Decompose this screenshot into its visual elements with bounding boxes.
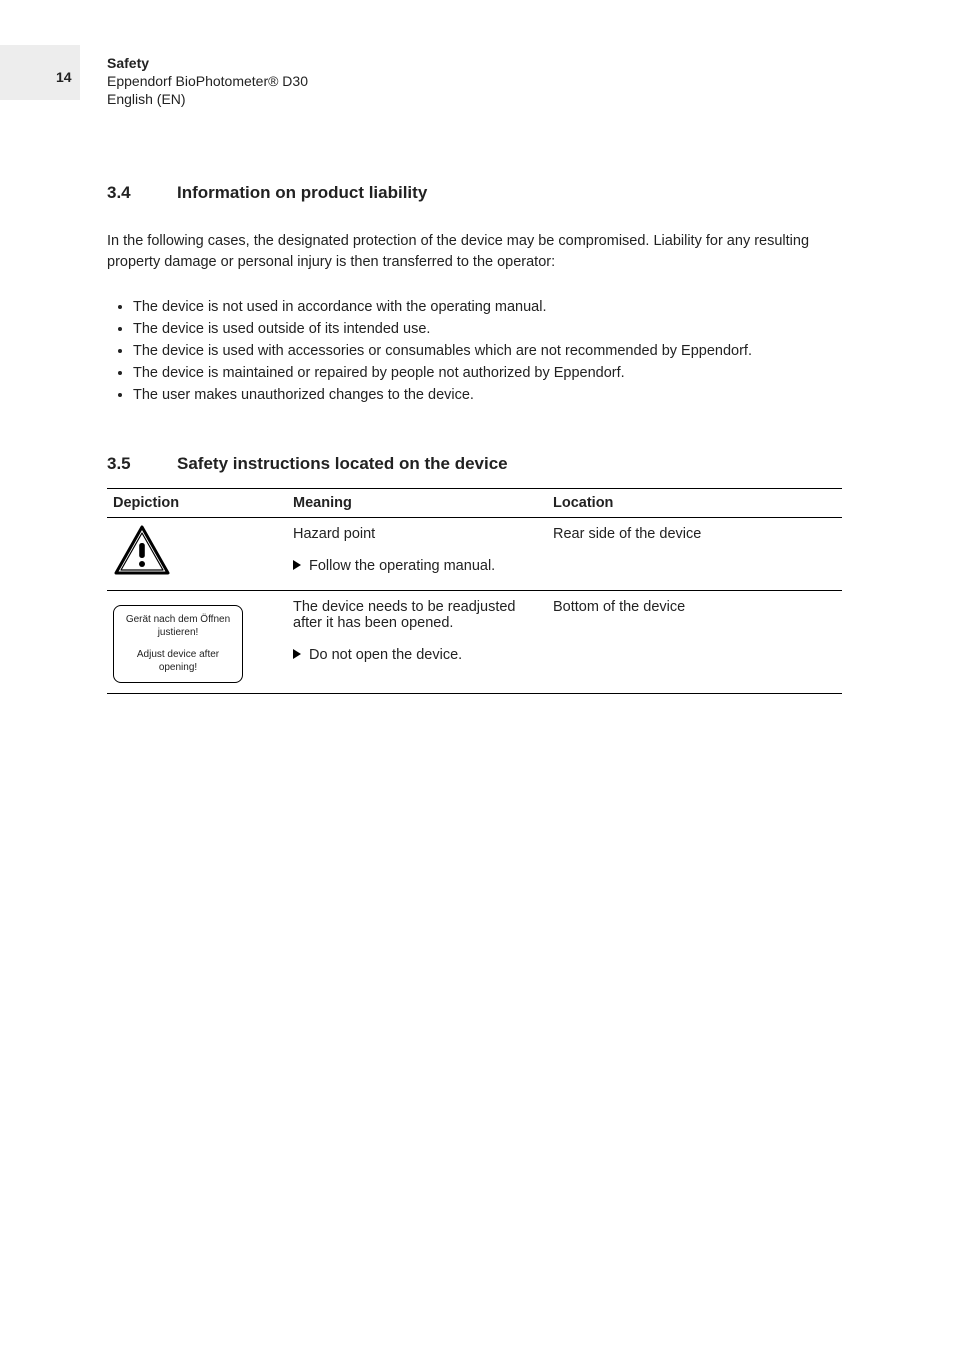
label-text-de: Gerät nach dem Öffnen justieren! (118, 614, 238, 639)
section-number: 3.5 (107, 454, 177, 474)
page-content: 3.4Information on product liability In t… (107, 183, 842, 694)
triangle-bullet-icon (293, 649, 301, 659)
list-item: The device is used outside of its intend… (133, 319, 842, 340)
label-text-en: Adjust device after opening! (118, 649, 238, 674)
instruction-text: Do not open the device. (309, 647, 462, 663)
liability-intro: In the following cases, the designated p… (107, 231, 842, 273)
instruction-line: Do not open the device. (293, 647, 537, 663)
cell-location: Rear side of the device (547, 518, 842, 591)
section-number: 3.4 (107, 183, 177, 203)
cell-depiction (107, 518, 287, 591)
section-title: Safety instructions located on the devic… (177, 454, 508, 473)
section-heading-safety-instr: 3.5Safety instructions located on the de… (107, 454, 842, 474)
meaning-text: Hazard point (293, 526, 537, 542)
instruction-line: Follow the operating manual. (293, 558, 537, 574)
col-meaning: Meaning (287, 489, 547, 518)
table-row: Gerät nach dem Öffnen justieren! Adjust … (107, 591, 842, 694)
table-header-row: Depiction Meaning Location (107, 489, 842, 518)
list-item: The device is not used in accordance wit… (133, 297, 842, 318)
cell-meaning: Hazard point Follow the operating manual… (287, 518, 547, 591)
header-title: Safety (107, 55, 308, 71)
section-title: Information on product liability (177, 183, 427, 202)
table-row: Hazard point Follow the operating manual… (107, 518, 842, 591)
safety-table: Depiction Meaning Location Hazard point (107, 488, 842, 694)
device-label-icon: Gerät nach dem Öffnen justieren! Adjust … (113, 605, 243, 683)
section-heading-liability: 3.4Information on product liability (107, 183, 842, 203)
cell-meaning: The device needs to be readjusted after … (287, 591, 547, 694)
col-location: Location (547, 489, 842, 518)
triangle-bullet-icon (293, 560, 301, 570)
header-lang: English (EN) (107, 91, 308, 107)
col-depiction: Depiction (107, 489, 287, 518)
list-item: The user makes unauthorized changes to t… (133, 385, 842, 406)
hazard-triangle-icon (113, 524, 171, 576)
cell-depiction: Gerät nach dem Öffnen justieren! Adjust … (107, 591, 287, 694)
liability-list: The device is not used in accordance wit… (107, 297, 842, 406)
page-number: 14 (56, 69, 72, 85)
instruction-text: Follow the operating manual. (309, 558, 495, 574)
page-header: Safety Eppendorf BioPhotometer® D30 Engl… (107, 55, 308, 107)
cell-location: Bottom of the device (547, 591, 842, 694)
meaning-text: The device needs to be readjusted after … (293, 599, 537, 631)
list-item: The device is maintained or repaired by … (133, 363, 842, 384)
header-product: Eppendorf BioPhotometer® D30 (107, 73, 308, 89)
list-item: The device is used with accessories or c… (133, 341, 842, 362)
